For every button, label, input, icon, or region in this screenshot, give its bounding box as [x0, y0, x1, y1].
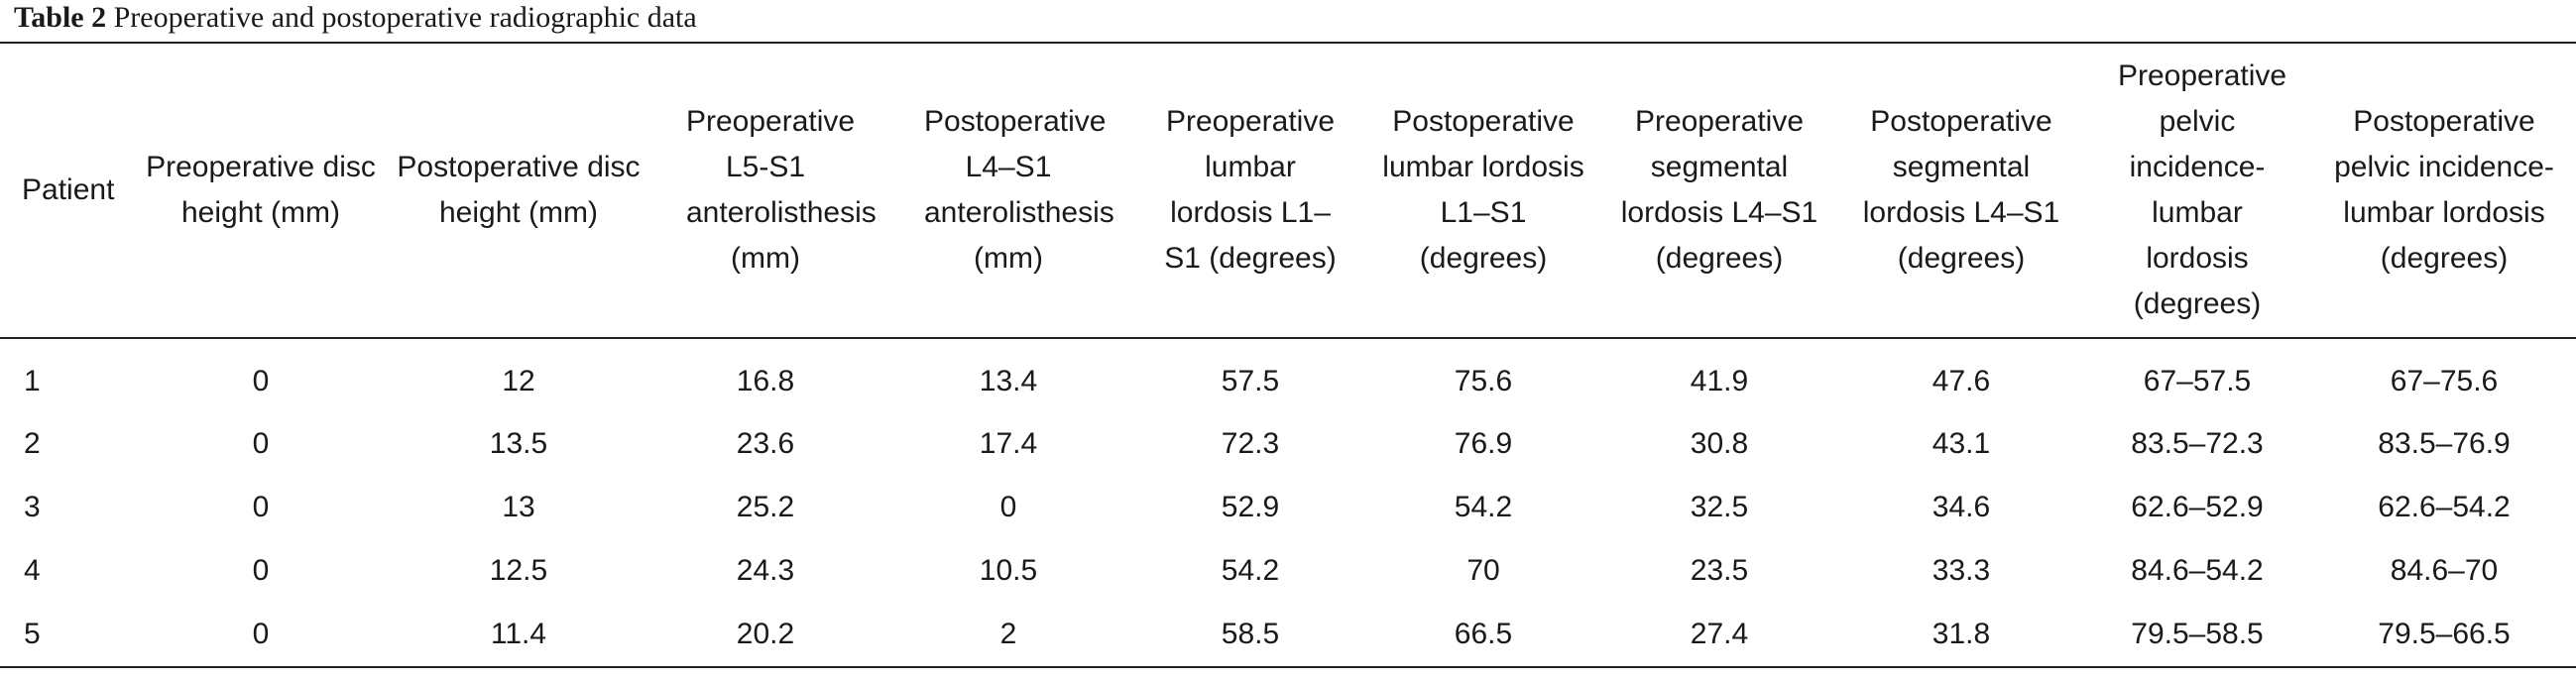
column-header-patient: Patient [22, 173, 115, 206]
cell-preop-anterolisthesis: 20.2 [736, 618, 795, 650]
column-header-postop-disc-height: Postoperative disc height (mm) [397, 151, 641, 229]
cell-postop-lumbar-lordosis: 70 [1466, 554, 1500, 587]
cell-preop-segmental-lordosis: 23.5 [1690, 554, 1749, 587]
cell-preop-anterolisthesis: 23.6 [736, 427, 795, 460]
cell-postop-lumbar-lordosis: 75.6 [1454, 365, 1513, 397]
cell-preop-pi-ll: 79.5–58.5 [2131, 618, 2264, 650]
cell-postop-anterolisthesis: 10.5 [979, 554, 1038, 587]
column-header-preop-anterolisthesis: Preoperative L5-S1 anterolisthesis (mm) [686, 105, 877, 275]
column-header-preop-segmental-lordosis: Preoperative segmental lordosis L4–S1 (d… [1620, 105, 1818, 275]
column-header-preop-disc-height: Preoperative disc height (mm) [146, 151, 376, 229]
cell-postop-anterolisthesis: 2 [999, 618, 1017, 650]
cell-preop-pi-ll: 62.6–52.9 [2131, 491, 2264, 523]
cell-preop-anterolisthesis: 25.2 [736, 491, 795, 523]
cell-postop-anterolisthesis: 17.4 [979, 427, 1038, 460]
column-header-postop-pi-ll: Postoperative pelvic incidence-lumbar lo… [2334, 105, 2554, 275]
table-row: 3 0 13 25.2 0 52.9 54.2 32.5 34.6 62.6–5… [0, 476, 2576, 539]
cell-preop-lumbar-lordosis: 72.3 [1221, 427, 1280, 460]
cell-preop-lumbar-lordosis: 58.5 [1221, 618, 1280, 650]
radiographic-data-table: Patient Preoperative disc height (mm) Po… [0, 42, 2576, 668]
cell-preop-segmental-lordosis: 41.9 [1690, 365, 1749, 397]
cell-preop-segmental-lordosis: 27.4 [1690, 618, 1749, 650]
cell-postop-disc-height: 12 [502, 365, 535, 397]
table-caption-label: Table 2 [14, 1, 107, 34]
cell-preop-segmental-lordosis: 32.5 [1690, 491, 1749, 523]
cell-postop-anterolisthesis: 0 [999, 491, 1017, 523]
cell-preop-pi-ll: 67–57.5 [2143, 365, 2252, 397]
table-header-row: Patient Preoperative disc height (mm) Po… [0, 43, 2576, 338]
cell-preop-disc-height: 0 [252, 554, 270, 587]
table-row: 5 0 11.4 20.2 2 58.5 66.5 27.4 31.8 79.5… [0, 603, 2576, 667]
column-header-postop-anterolisthesis: Postoperative L4–S1 anterolisthesis (mm) [924, 105, 1114, 275]
cell-preop-pi-ll: 83.5–72.3 [2131, 427, 2264, 460]
cell-postop-disc-height: 13.5 [489, 427, 548, 460]
cell-postop-pi-ll: 79.5–66.5 [2378, 618, 2511, 650]
cell-postop-lumbar-lordosis: 54.2 [1454, 491, 1513, 523]
column-header-postop-lumbar-lordosis: Postoperative lumbar lordosis L1–S1 (deg… [1382, 105, 1584, 275]
cell-preop-lumbar-lordosis: 57.5 [1221, 365, 1280, 397]
cell-postop-pi-ll: 62.6–54.2 [2378, 491, 2511, 523]
cell-preop-anterolisthesis: 24.3 [736, 554, 795, 587]
cell-postop-disc-height: 13 [502, 491, 535, 523]
cell-postop-anterolisthesis: 13.4 [979, 365, 1038, 397]
cell-postop-segmental-lordosis: 31.8 [1932, 618, 1991, 650]
cell-preop-segmental-lordosis: 30.8 [1690, 427, 1749, 460]
table-row: 2 0 13.5 23.6 17.4 72.3 76.9 30.8 43.1 8… [0, 412, 2576, 476]
cell-postop-pi-ll: 83.5–76.9 [2378, 427, 2511, 460]
cell-postop-disc-height: 12.5 [489, 554, 548, 587]
table-row: 4 0 12.5 24.3 10.5 54.2 70 23.5 33.3 84.… [0, 539, 2576, 603]
cell-preop-disc-height: 0 [252, 618, 270, 650]
cell-preop-pi-ll: 84.6–54.2 [2131, 554, 2264, 587]
cell-postop-lumbar-lordosis: 66.5 [1454, 618, 1513, 650]
cell-postop-segmental-lordosis: 34.6 [1932, 491, 1991, 523]
cell-preop-disc-height: 0 [252, 491, 270, 523]
cell-postop-segmental-lordosis: 47.6 [1932, 365, 1991, 397]
cell-preop-lumbar-lordosis: 52.9 [1221, 491, 1280, 523]
table-caption-text: Preoperative and postoperative radiograp… [113, 1, 697, 34]
cell-preop-disc-height: 0 [252, 365, 270, 397]
cell-patient: 5 [24, 618, 41, 650]
cell-postop-lumbar-lordosis: 76.9 [1454, 427, 1513, 460]
cell-preop-lumbar-lordosis: 54.2 [1221, 554, 1280, 587]
cell-postop-segmental-lordosis: 43.1 [1932, 427, 1991, 460]
cell-preop-anterolisthesis: 16.8 [736, 365, 795, 397]
cell-postop-pi-ll: 67–75.6 [2390, 365, 2499, 397]
cell-postop-pi-ll: 84.6–70 [2390, 554, 2499, 587]
cell-postop-segmental-lordosis: 33.3 [1932, 554, 1991, 587]
cell-patient: 4 [24, 554, 41, 587]
table-row: 1 0 12 16.8 13.4 57.5 75.6 41.9 47.6 67–… [0, 338, 2576, 412]
cell-preop-disc-height: 0 [252, 427, 270, 460]
cell-patient: 2 [24, 427, 41, 460]
cell-patient: 3 [24, 491, 41, 523]
column-header-postop-segmental-lordosis: Postoperative segmental lordosis L4–S1 (… [1862, 105, 2060, 275]
cell-postop-disc-height: 11.4 [490, 618, 547, 650]
table-caption: Table 2 Preoperative and postoperative r… [14, 0, 697, 40]
cell-patient: 1 [24, 365, 41, 397]
column-header-preop-pi-ll: Preoperative pelvic incidence-lumbar lor… [2118, 59, 2287, 320]
column-header-preop-lumbar-lordosis: Preoperative lumbar lordosis L1–S1 (degr… [1164, 105, 1337, 275]
